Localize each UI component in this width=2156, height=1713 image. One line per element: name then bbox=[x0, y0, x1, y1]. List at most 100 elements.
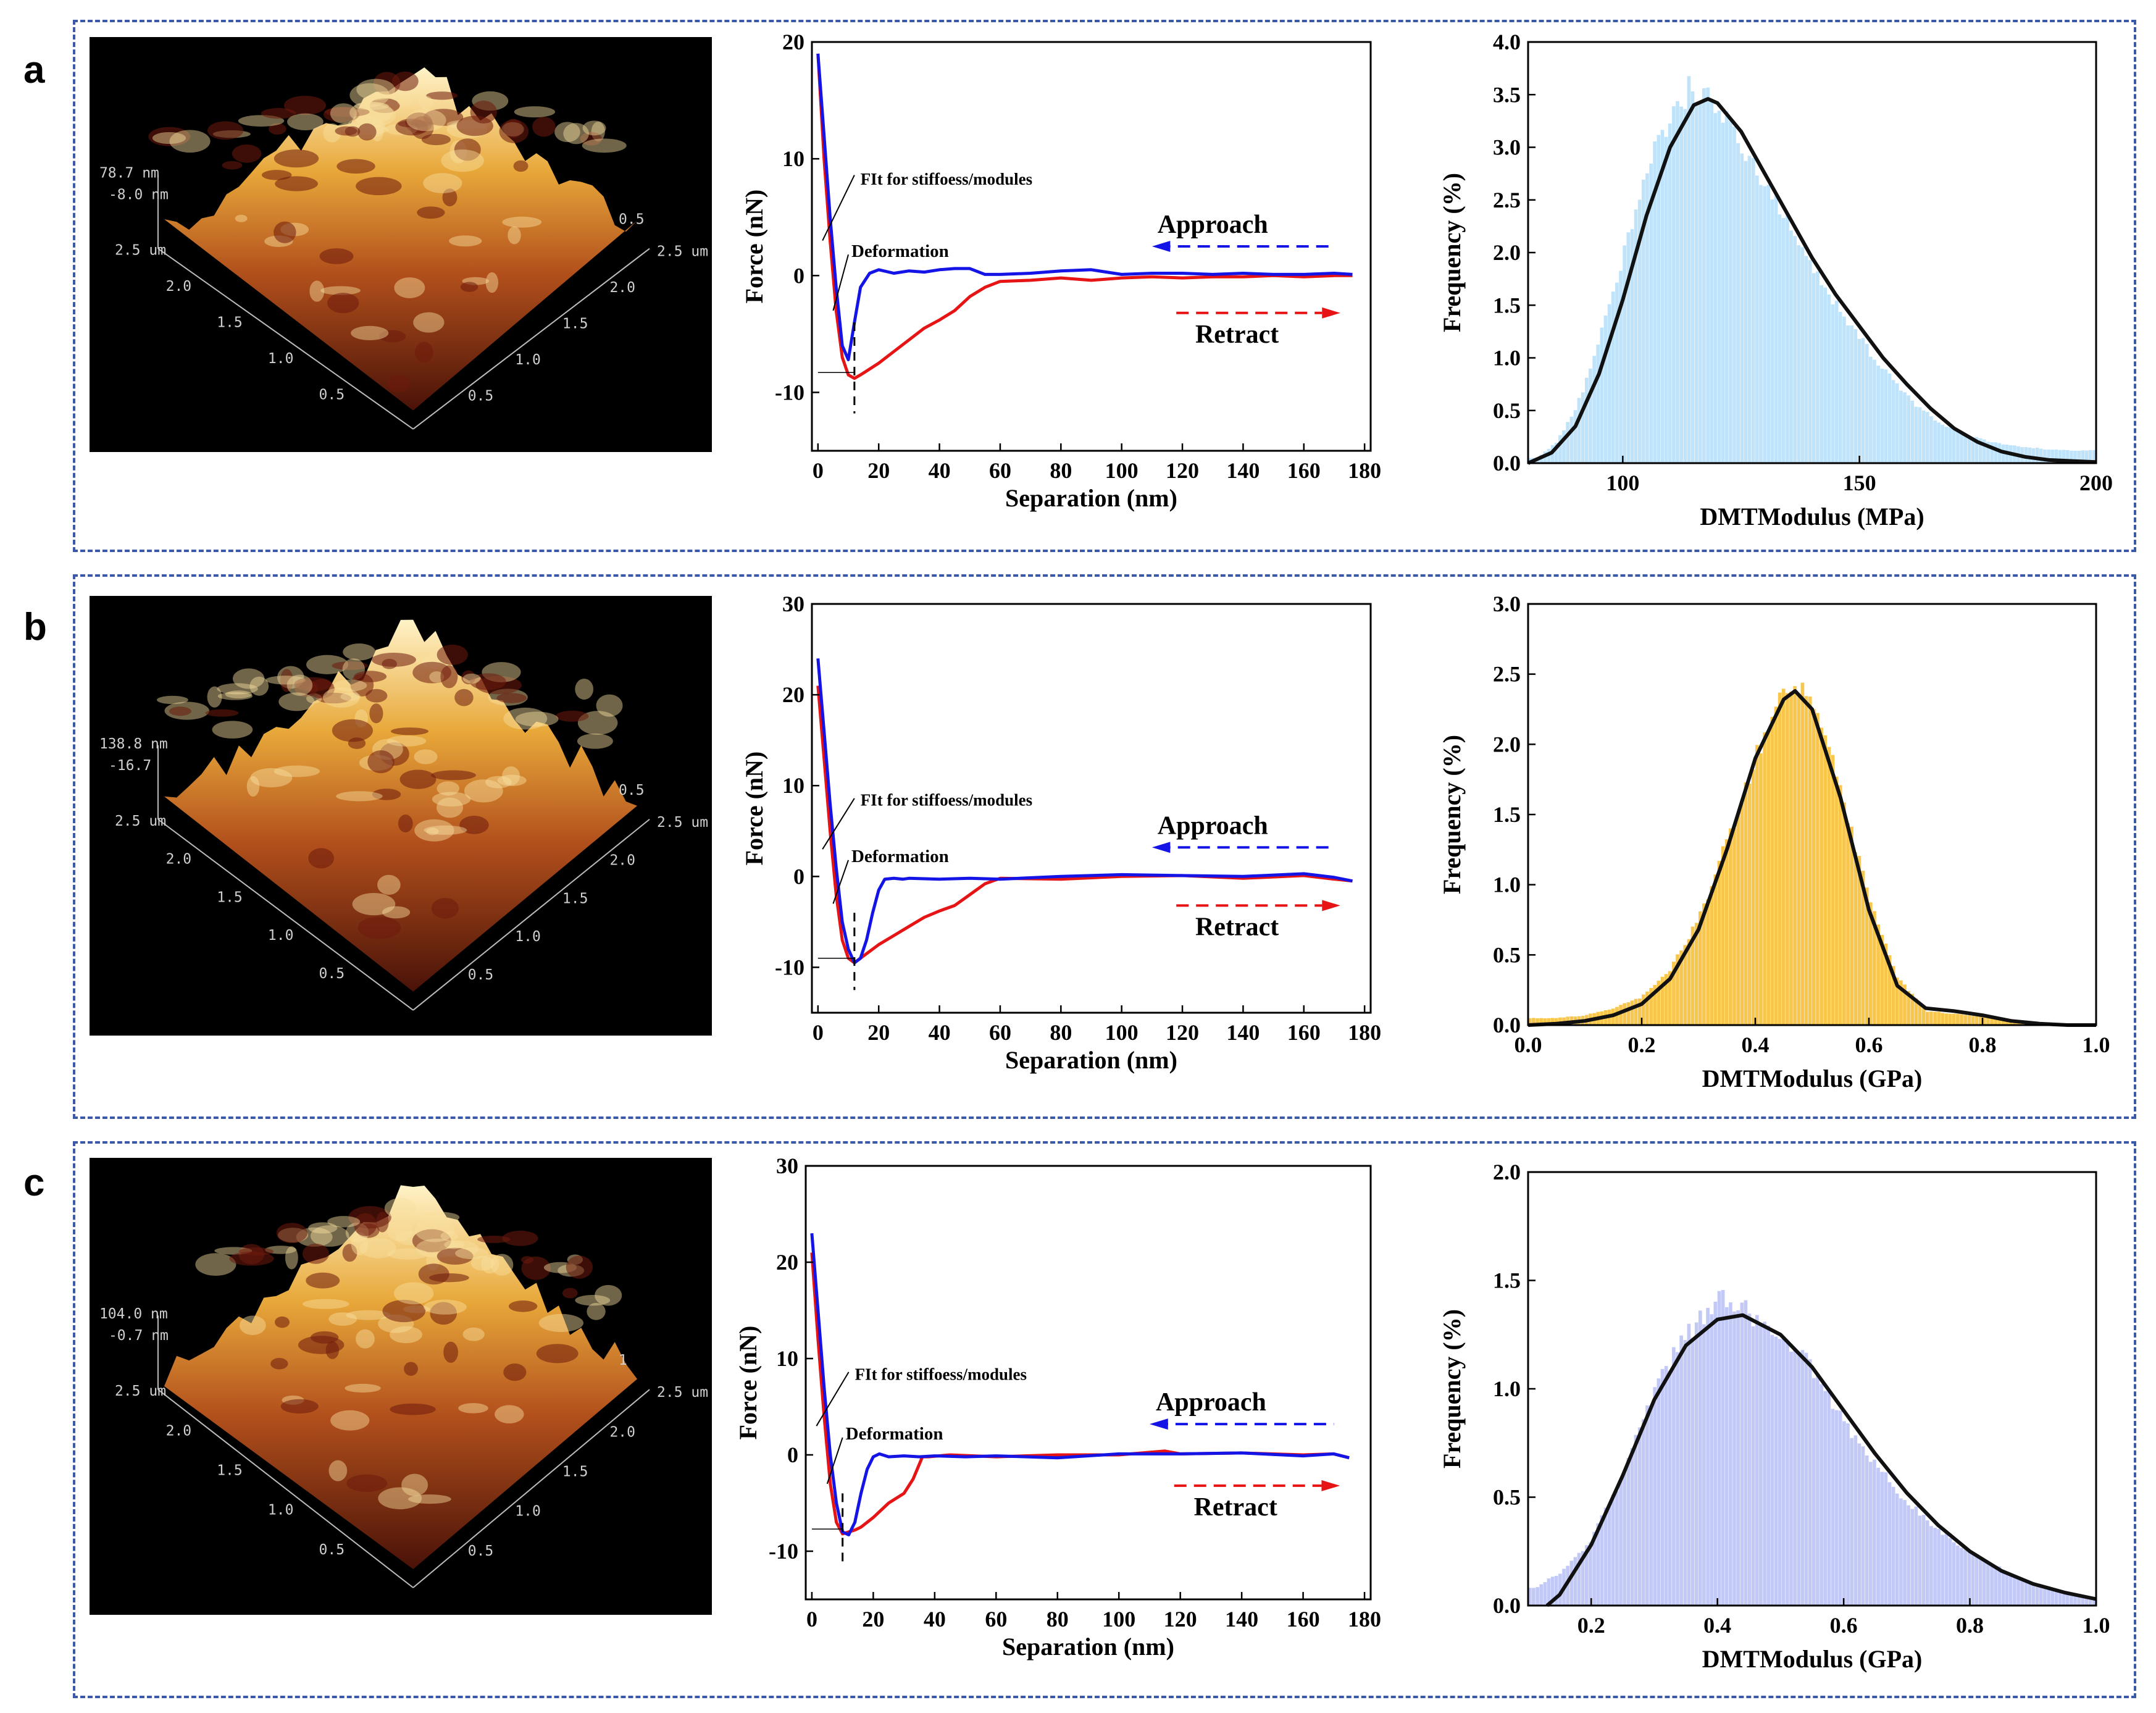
histogram-bar bbox=[2084, 1596, 2089, 1606]
histogram-bar bbox=[2054, 450, 2058, 463]
histogram-bar bbox=[2024, 1580, 2028, 1606]
fit-annotation-leader bbox=[822, 175, 855, 241]
afm-texture bbox=[327, 293, 359, 314]
histogram-bar bbox=[1543, 1582, 1547, 1606]
histogram-bar bbox=[2043, 449, 2047, 463]
histogram-bar bbox=[1729, 120, 1732, 463]
histogram-bar bbox=[1887, 1482, 1892, 1606]
histogram-bar bbox=[1740, 153, 1744, 463]
x-tick-label: 0.2 bbox=[1628, 1032, 1656, 1057]
afm-texture bbox=[582, 120, 606, 136]
histogram-bar bbox=[2077, 450, 2081, 463]
afm-tick-right: 1.0 bbox=[515, 929, 541, 945]
histogram-bar bbox=[1690, 926, 1695, 1025]
y-tick-label: 3.0 bbox=[1493, 135, 1521, 160]
histogram-bar bbox=[1736, 814, 1740, 1025]
histogram-bar bbox=[1660, 1368, 1665, 1606]
x-tick-label: 40 bbox=[929, 458, 951, 483]
histogram-bar bbox=[2031, 448, 2036, 463]
histogram-bar bbox=[1755, 745, 1759, 1025]
histogram-bar bbox=[1539, 1584, 1544, 1606]
afm-tick-right: 2.5 um bbox=[657, 244, 708, 260]
histogram-bar bbox=[1873, 1459, 1876, 1606]
afm-axis-left bbox=[157, 248, 414, 430]
histogram-bar bbox=[1645, 1405, 1649, 1606]
x-tick-label: 160 bbox=[1287, 458, 1321, 483]
afm-texture bbox=[477, 1235, 511, 1244]
histogram-bar bbox=[1869, 1462, 1873, 1606]
afm-texture bbox=[454, 138, 481, 161]
y-tick-label: 0.0 bbox=[1493, 1013, 1521, 1037]
histogram-bar bbox=[1941, 1013, 1945, 1025]
histogram-bar bbox=[1797, 1352, 1801, 1606]
histogram-bar bbox=[1596, 345, 1600, 463]
histogram-bar bbox=[1876, 366, 1880, 463]
y-tick-label: 0.0 bbox=[1493, 451, 1521, 475]
histogram-bar bbox=[1763, 732, 1766, 1025]
histogram-bar bbox=[1853, 329, 1858, 463]
afm-texture bbox=[217, 692, 253, 700]
histogram-bar bbox=[1649, 987, 1653, 1025]
afm-texture bbox=[369, 703, 383, 724]
histogram-bar bbox=[1956, 1545, 1960, 1606]
afm-texture bbox=[481, 1254, 499, 1274]
afm-texture bbox=[249, 676, 269, 696]
afm-texture bbox=[538, 1313, 584, 1333]
afm-texture bbox=[426, 827, 439, 836]
histogram-bar bbox=[1823, 735, 1828, 1025]
histogram-bar bbox=[1800, 682, 1805, 1025]
histogram-bar bbox=[1956, 430, 1960, 463]
histogram-bar bbox=[1649, 163, 1653, 463]
histogram-bar bbox=[1786, 213, 1789, 463]
y-tick-label: 1.5 bbox=[1493, 802, 1521, 827]
afm-texture bbox=[320, 286, 361, 295]
x-tick-label: 0.0 bbox=[1515, 1032, 1542, 1057]
histogram-bar bbox=[1619, 270, 1623, 463]
fit-annotation-leader bbox=[816, 1372, 850, 1426]
histogram-bar bbox=[1789, 692, 1793, 1025]
y-tick-label: 10 bbox=[782, 773, 804, 798]
afm-tick-right: 2.5 um bbox=[657, 815, 708, 831]
histogram-bar bbox=[1615, 1007, 1619, 1025]
histogram-bar bbox=[1626, 232, 1631, 463]
histogram-bar bbox=[1589, 1542, 1592, 1606]
x-tick-label: 40 bbox=[924, 1607, 946, 1631]
x-tick-label: 40 bbox=[929, 1020, 951, 1045]
histogram-bar bbox=[1971, 1016, 1975, 1025]
histogram-bar bbox=[1990, 442, 1994, 463]
afm-tick-left: 0.5 bbox=[319, 966, 345, 982]
histogram-bar bbox=[2054, 1590, 2058, 1606]
histogram-bar bbox=[1918, 1515, 1922, 1606]
afm-texture bbox=[442, 188, 458, 207]
histogram-bar bbox=[1623, 1470, 1626, 1606]
histogram-bar bbox=[1971, 437, 1975, 463]
approach-series-line bbox=[810, 1233, 1350, 1536]
afm-texture bbox=[327, 1216, 361, 1228]
histogram-bar bbox=[1944, 427, 1949, 463]
histogram-bar bbox=[1895, 383, 1899, 463]
approach-series-line bbox=[816, 53, 1353, 361]
histogram-bar bbox=[1797, 245, 1801, 463]
afm-texture bbox=[222, 161, 243, 170]
histogram-bar bbox=[1891, 966, 1895, 1025]
x-tick-label: 20 bbox=[867, 458, 890, 483]
afm-texture bbox=[371, 652, 416, 667]
histogram-bar bbox=[1846, 1423, 1850, 1606]
y-tick-label: 2.5 bbox=[1493, 662, 1521, 687]
histogram-bar bbox=[1857, 856, 1861, 1025]
histogram-bar bbox=[1679, 1335, 1683, 1606]
histogram-bar bbox=[1581, 1551, 1585, 1606]
retract-arrow-head bbox=[1321, 1480, 1340, 1491]
x-tick-label: 180 bbox=[1348, 1020, 1381, 1045]
histogram-bar bbox=[2005, 1572, 2009, 1606]
histogram-bar bbox=[2047, 1588, 2050, 1606]
afm-texture bbox=[443, 1341, 459, 1363]
afm-tick-left: 1.5 bbox=[217, 314, 243, 330]
histogram-bar bbox=[1918, 407, 1922, 463]
afm-texture bbox=[195, 1253, 236, 1276]
histogram-bar bbox=[1672, 106, 1676, 463]
histogram-bar bbox=[1759, 753, 1763, 1025]
histogram-bar bbox=[1834, 776, 1839, 1025]
x-tick-label: 80 bbox=[1047, 1607, 1069, 1631]
afm-tick-right: 1.5 bbox=[562, 316, 588, 332]
